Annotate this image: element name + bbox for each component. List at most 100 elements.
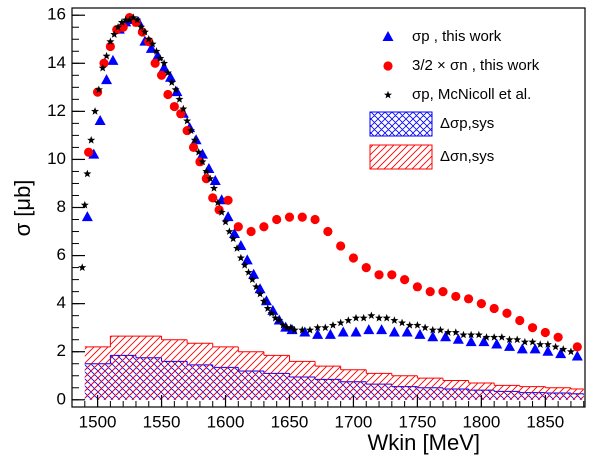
data-point [236,253,245,262]
data-point [474,330,483,339]
y-tick-label: 16 [47,5,66,24]
data-point [553,332,563,342]
data-point [208,193,218,203]
legend-marker [383,61,393,71]
data-point [559,345,568,353]
data-point [94,114,106,125]
data-point [163,68,172,77]
data-point [282,323,291,332]
data-point [160,59,169,67]
data-point [246,226,256,237]
data-point [98,63,107,72]
data-point [179,104,188,113]
data-point [241,254,253,265]
data-point [387,270,397,280]
data-point [290,325,299,334]
legend-marker [384,90,392,99]
data-point [527,323,538,333]
data-point [225,227,234,235]
sys-bar [238,351,264,400]
data-point [176,109,186,119]
data-point [344,316,353,324]
y-tick-label: 14 [47,53,66,72]
data-point [163,89,173,100]
x-tick-label: 1550 [143,412,181,431]
data-point [144,35,153,43]
data-point [233,244,242,252]
data-point [412,282,423,292]
y-tick-label: 0 [57,389,66,408]
data-point [336,241,346,251]
sys-bar [84,346,111,400]
y-tick-label: 12 [47,101,66,120]
data-point [102,51,111,60]
data-point [425,287,435,297]
sys-bar [263,355,290,400]
data-point [451,291,461,302]
y-tick-label: 10 [47,149,66,168]
data-point [190,136,199,144]
data-point [223,195,233,205]
sys-bar [315,366,341,400]
data-point [359,313,368,322]
data-point [171,85,180,94]
data-point [186,126,195,134]
data-point [202,167,211,175]
data-point [375,313,384,322]
x-axis-title: Wkin [MeV] [368,430,480,455]
x-tick-label: 1700 [335,412,373,431]
data-point [566,347,575,356]
data-point [313,323,322,332]
data-point [259,297,268,305]
data-point [427,331,439,342]
data-point [263,304,272,312]
data-point [323,226,333,237]
legend-label: 3/2 × σn , this work [412,57,540,74]
data-point [505,335,514,344]
data-point [414,328,426,339]
data-point [81,211,93,222]
legend-swatch [369,111,433,137]
data-point [240,260,249,269]
data-point [350,326,362,337]
data-point [337,326,349,337]
data-point [244,268,253,276]
data-point [374,270,384,280]
data-point [436,325,445,334]
data-point [229,234,238,243]
data-point [275,316,284,324]
data-point [167,78,176,86]
x-tick-label: 1750 [398,412,436,431]
y-tick-label: 4 [57,293,66,312]
data-point [516,343,528,354]
data-point [233,222,243,232]
data-point [413,321,422,329]
sys-bar [468,382,495,400]
data-point [497,333,506,341]
data-point [513,335,522,344]
data-point [467,330,476,339]
data-point [451,328,460,336]
y-axis-title: σ [μb] [10,180,35,237]
data-point [254,283,266,294]
legend-swatch [369,144,433,170]
data-point [398,318,407,327]
data-point [150,58,160,68]
data-point [388,326,400,337]
data-point [121,15,130,24]
data-point [286,323,295,332]
data-point [118,22,128,32]
x-tick-label: 1500 [79,412,117,431]
data-point [312,328,324,339]
data-point [459,330,468,339]
data-point [267,309,276,317]
data-point [299,326,311,337]
data-point [352,313,360,322]
data-point [478,336,490,347]
sys-bar [110,336,136,400]
data-point [78,263,87,271]
data-point [520,337,529,346]
data-point [83,169,92,178]
data-point [444,328,453,336]
